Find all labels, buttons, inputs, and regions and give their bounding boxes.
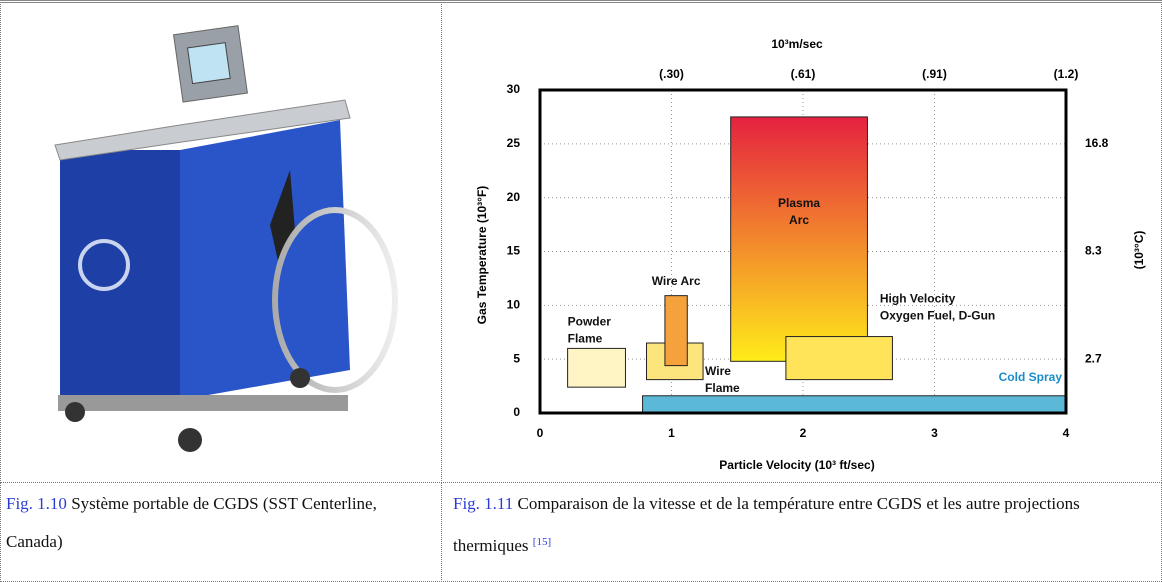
- plot-frame: [538, 88, 1068, 415]
- box-label: Wire: [705, 364, 731, 378]
- x2-tick-label: (.30): [659, 67, 684, 81]
- caption: Fig. 1.10 Système portable de CGDS (SST …: [6, 485, 436, 561]
- figures: 0 1 2 3 4 0 5 10 15 20 25 30 (.30) (.61) (.91) (1.2) 16.…: [54, 25, 1146, 472]
- range-box: [785, 336, 893, 381]
- box-label: Arc: [789, 213, 809, 227]
- box-label: Wire Arc: [652, 274, 701, 288]
- fig-link[interactable]: Fig. 1.10: [6, 494, 67, 513]
- x2-tick-label: (.91): [922, 67, 947, 81]
- y2-tick-label: 2.7: [1085, 351, 1102, 365]
- box-label: Powder: [568, 315, 612, 329]
- range-box: [730, 116, 868, 362]
- range-box: [567, 347, 626, 388]
- box-label: Flame: [568, 332, 603, 346]
- box-label: High Velocity: [880, 292, 956, 306]
- y-tick-label: 30: [507, 82, 521, 96]
- caption-text: Comparaison de la vitesse et de la tempé…: [453, 494, 1080, 555]
- fig-link[interactable]: Fig. 1.11: [453, 494, 514, 513]
- reference[interactable]: [15]: [532, 536, 552, 548]
- x2-tick-label: (1.2): [1054, 67, 1079, 81]
- box-label: Cold Spray: [999, 370, 1063, 384]
- caption: Fig. 1.11 Comparaison de la vitesse et d…: [453, 485, 1153, 565]
- y-tick-label: 0: [513, 405, 520, 419]
- x-tick-label: 2: [800, 426, 807, 440]
- y-tick-label: 20: [507, 190, 521, 204]
- caption-text: Système portable de CGDS (SST Centerline…: [6, 494, 377, 551]
- x2-tick-label: (.61): [791, 67, 816, 81]
- y-tick-label: 15: [507, 244, 521, 258]
- range-box: [664, 295, 688, 367]
- box-label: Oxygen Fuel, D-Gun: [880, 309, 995, 323]
- x2-axis-title: 10³m/sec: [771, 37, 823, 51]
- y-tick-label: 25: [507, 136, 521, 150]
- y-tick-label: 10: [507, 298, 521, 312]
- range-box: [642, 395, 1067, 414]
- box-label: Flame: [705, 381, 740, 395]
- y-axis-title: Gas Temperature (10³°F): [475, 186, 489, 325]
- x-axis-title: Particle Velocity (10³ ft/sec): [719, 458, 874, 472]
- x-tick-label: 3: [931, 426, 938, 440]
- machine-photo: [54, 25, 398, 452]
- y2-tick-label: 8.3: [1085, 244, 1102, 258]
- y2-tick-label: 16.8: [1085, 136, 1109, 150]
- box-label: Plasma: [778, 196, 820, 210]
- y-tick-label: 5: [513, 351, 520, 365]
- x-tick-label: 4: [1063, 426, 1070, 440]
- x-tick-label: 0: [537, 426, 544, 440]
- y2-axis-title: (10³°C): [1132, 231, 1146, 270]
- x-tick-label: 1: [668, 426, 675, 440]
